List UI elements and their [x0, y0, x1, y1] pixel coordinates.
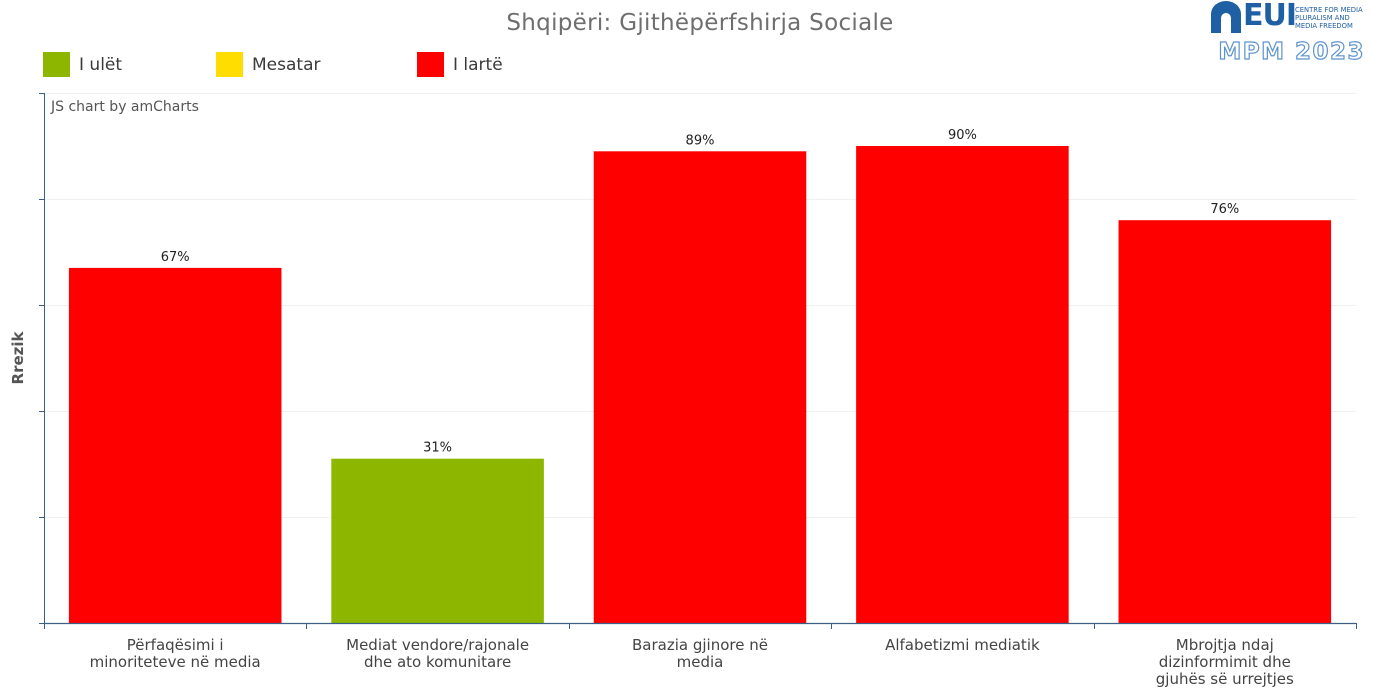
bar — [593, 151, 807, 624]
bar — [331, 458, 544, 623]
x-tick-label-line: Mbrojtja ndaj — [1175, 636, 1274, 654]
bar — [68, 267, 282, 623]
legend-label-high: I lartë — [453, 54, 503, 75]
legend-item-medium[interactable]: Mesatar — [216, 52, 320, 77]
bar-value-label: 90% — [948, 128, 977, 143]
x-tick-label-line: gjuhës së urrejtjes — [1155, 670, 1294, 688]
legend-swatch-medium — [216, 52, 243, 77]
logo-edition: MPM 2023 — [1218, 38, 1365, 65]
chart-title: Shqipëri: Gjithëpërfshirja Sociale — [506, 10, 894, 36]
bar-value-label: 31% — [423, 441, 452, 456]
y-axis-label: Rrezik — [9, 331, 27, 385]
eui-arch-icon — [1211, 1, 1241, 33]
eui-logo: EUI CENTRE FOR MEDIA PLURALISM AND MEDIA… — [1207, 0, 1367, 69]
x-tick-label-line: minoriteteve në media — [89, 653, 261, 671]
chart-credit-link[interactable]: JS chart by amCharts — [51, 99, 199, 115]
bar — [1118, 220, 1332, 623]
legend-label-medium: Mesatar — [252, 54, 321, 75]
x-tick-label: Alfabetizmi mediatik — [842, 637, 1082, 654]
legend-item-low[interactable]: I ulët — [43, 52, 122, 77]
bar-value-label: 89% — [686, 133, 715, 148]
bar-value-label: 76% — [1210, 202, 1239, 217]
legend-label-low: I ulët — [79, 54, 123, 75]
legend-item-high[interactable]: I lartë — [417, 52, 503, 77]
x-tick-label: Mediat vendore/rajonale dhe ato komunitar… — [318, 637, 558, 671]
bar-value-label: 67% — [161, 250, 190, 265]
x-tick-label: Mbrojtja ndaj dizinformimit dhe gjuhës së … — [1105, 637, 1345, 688]
legend-swatch-high — [417, 52, 444, 77]
x-tick-label-line: Mediat vendore/rajonale — [346, 636, 530, 654]
x-tick-label-line: Përfaqësimi i — [126, 636, 224, 654]
logo-brand: EUI — [1243, 0, 1297, 33]
legend-swatch-low — [43, 52, 70, 77]
logo-tagline-line: PLURALISM AND — [1295, 14, 1350, 22]
x-tick-label-line: dizinformimit dhe — [1158, 653, 1291, 671]
logo-tagline-line: MEDIA FREEDOM — [1295, 22, 1353, 30]
x-tick-label: Barazia gjinore në media — [580, 637, 820, 671]
x-tick-label: Përfaqësimi i minoriteteve në media — [55, 637, 295, 671]
x-tick-label-line: dhe ato komunitare — [363, 653, 512, 671]
logo-tagline-line: CENTRE FOR MEDIA — [1295, 6, 1363, 14]
x-tick-label-line: media — [676, 653, 724, 671]
bar — [856, 146, 1069, 623]
logo-tagline: CENTRE FOR MEDIA PLURALISM AND MEDIA FRE… — [1295, 6, 1365, 30]
x-tick-label-line: Alfabetizmi mediatik — [885, 636, 1040, 654]
x-tick-label-line: Barazia gjinore në — [632, 636, 768, 654]
